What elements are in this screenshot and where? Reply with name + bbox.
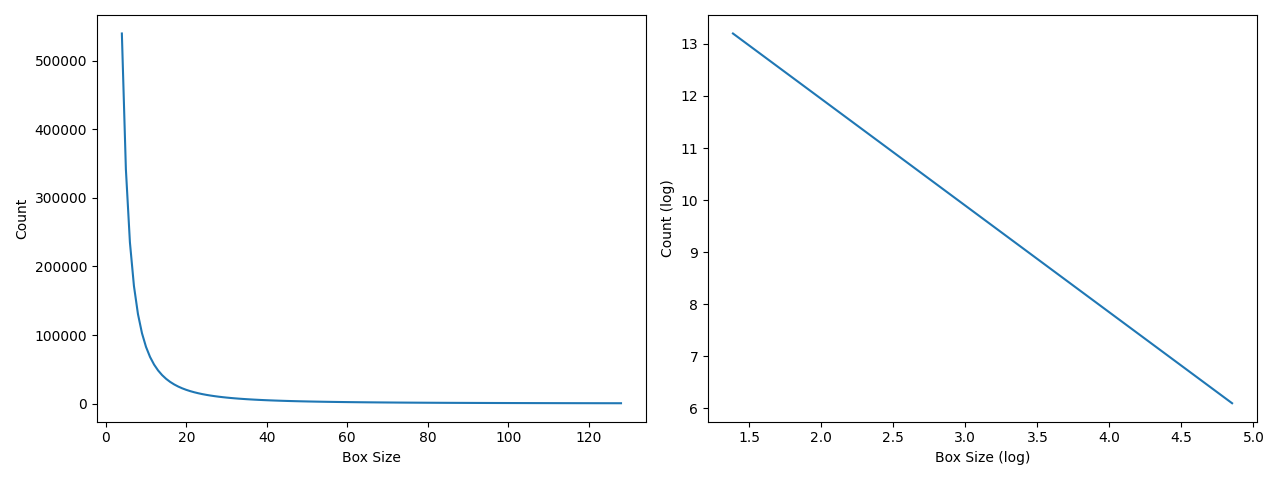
- Y-axis label: Count (log): Count (log): [660, 180, 675, 257]
- Y-axis label: Count: Count: [15, 198, 29, 239]
- X-axis label: Box Size (log): Box Size (log): [934, 451, 1030, 465]
- X-axis label: Box Size: Box Size: [342, 451, 401, 465]
